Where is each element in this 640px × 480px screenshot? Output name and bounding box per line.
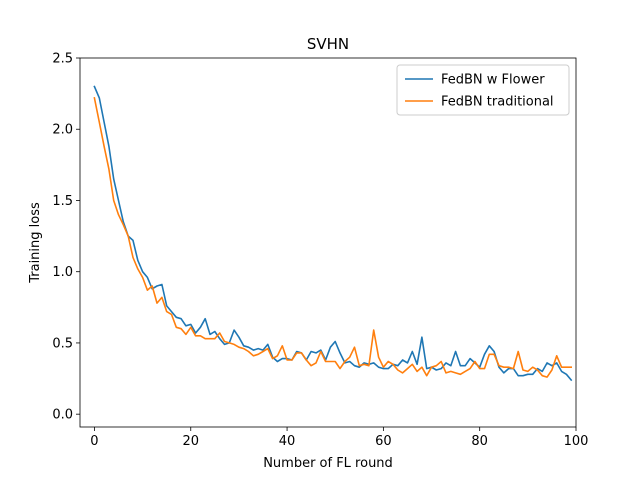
y-axis-label: Training loss	[28, 202, 43, 284]
x-tick-label: 80	[471, 434, 488, 449]
y-tick-label: 0.5	[52, 336, 73, 351]
x-tick-label: 40	[279, 434, 296, 449]
y-axis-ticks: 0.0 0.5 1.0 1.5 2.0 2.5	[52, 52, 80, 423]
legend-label: FedBN traditional	[441, 95, 554, 110]
y-tick-label: 1.0	[52, 265, 73, 280]
x-axis-label: Number of FL round	[263, 456, 393, 471]
x-tick-label: 100	[564, 434, 589, 449]
y-tick-label: 1.5	[52, 194, 73, 209]
x-tick-label: 20	[182, 434, 199, 449]
series-line-1	[93, 85, 573, 382]
plot-frame	[79, 57, 577, 428]
x-axis-ticks: 0 20 40 60 80 100	[90, 427, 588, 449]
legend-label: FedBN w Flower	[441, 73, 545, 88]
series-layer	[93, 85, 573, 382]
y-tick-label: 0.0	[52, 408, 73, 423]
chart-title: SVHN	[307, 35, 349, 53]
x-tick-label: 60	[375, 434, 392, 449]
x-tick-label: 0	[90, 434, 98, 449]
legend: FedBN w Flower FedBN traditional	[396, 64, 570, 116]
series-line-2	[93, 96, 573, 378]
y-tick-label: 2.0	[52, 123, 73, 138]
legend-box	[396, 64, 570, 116]
y-tick-label: 2.5	[52, 52, 73, 67]
